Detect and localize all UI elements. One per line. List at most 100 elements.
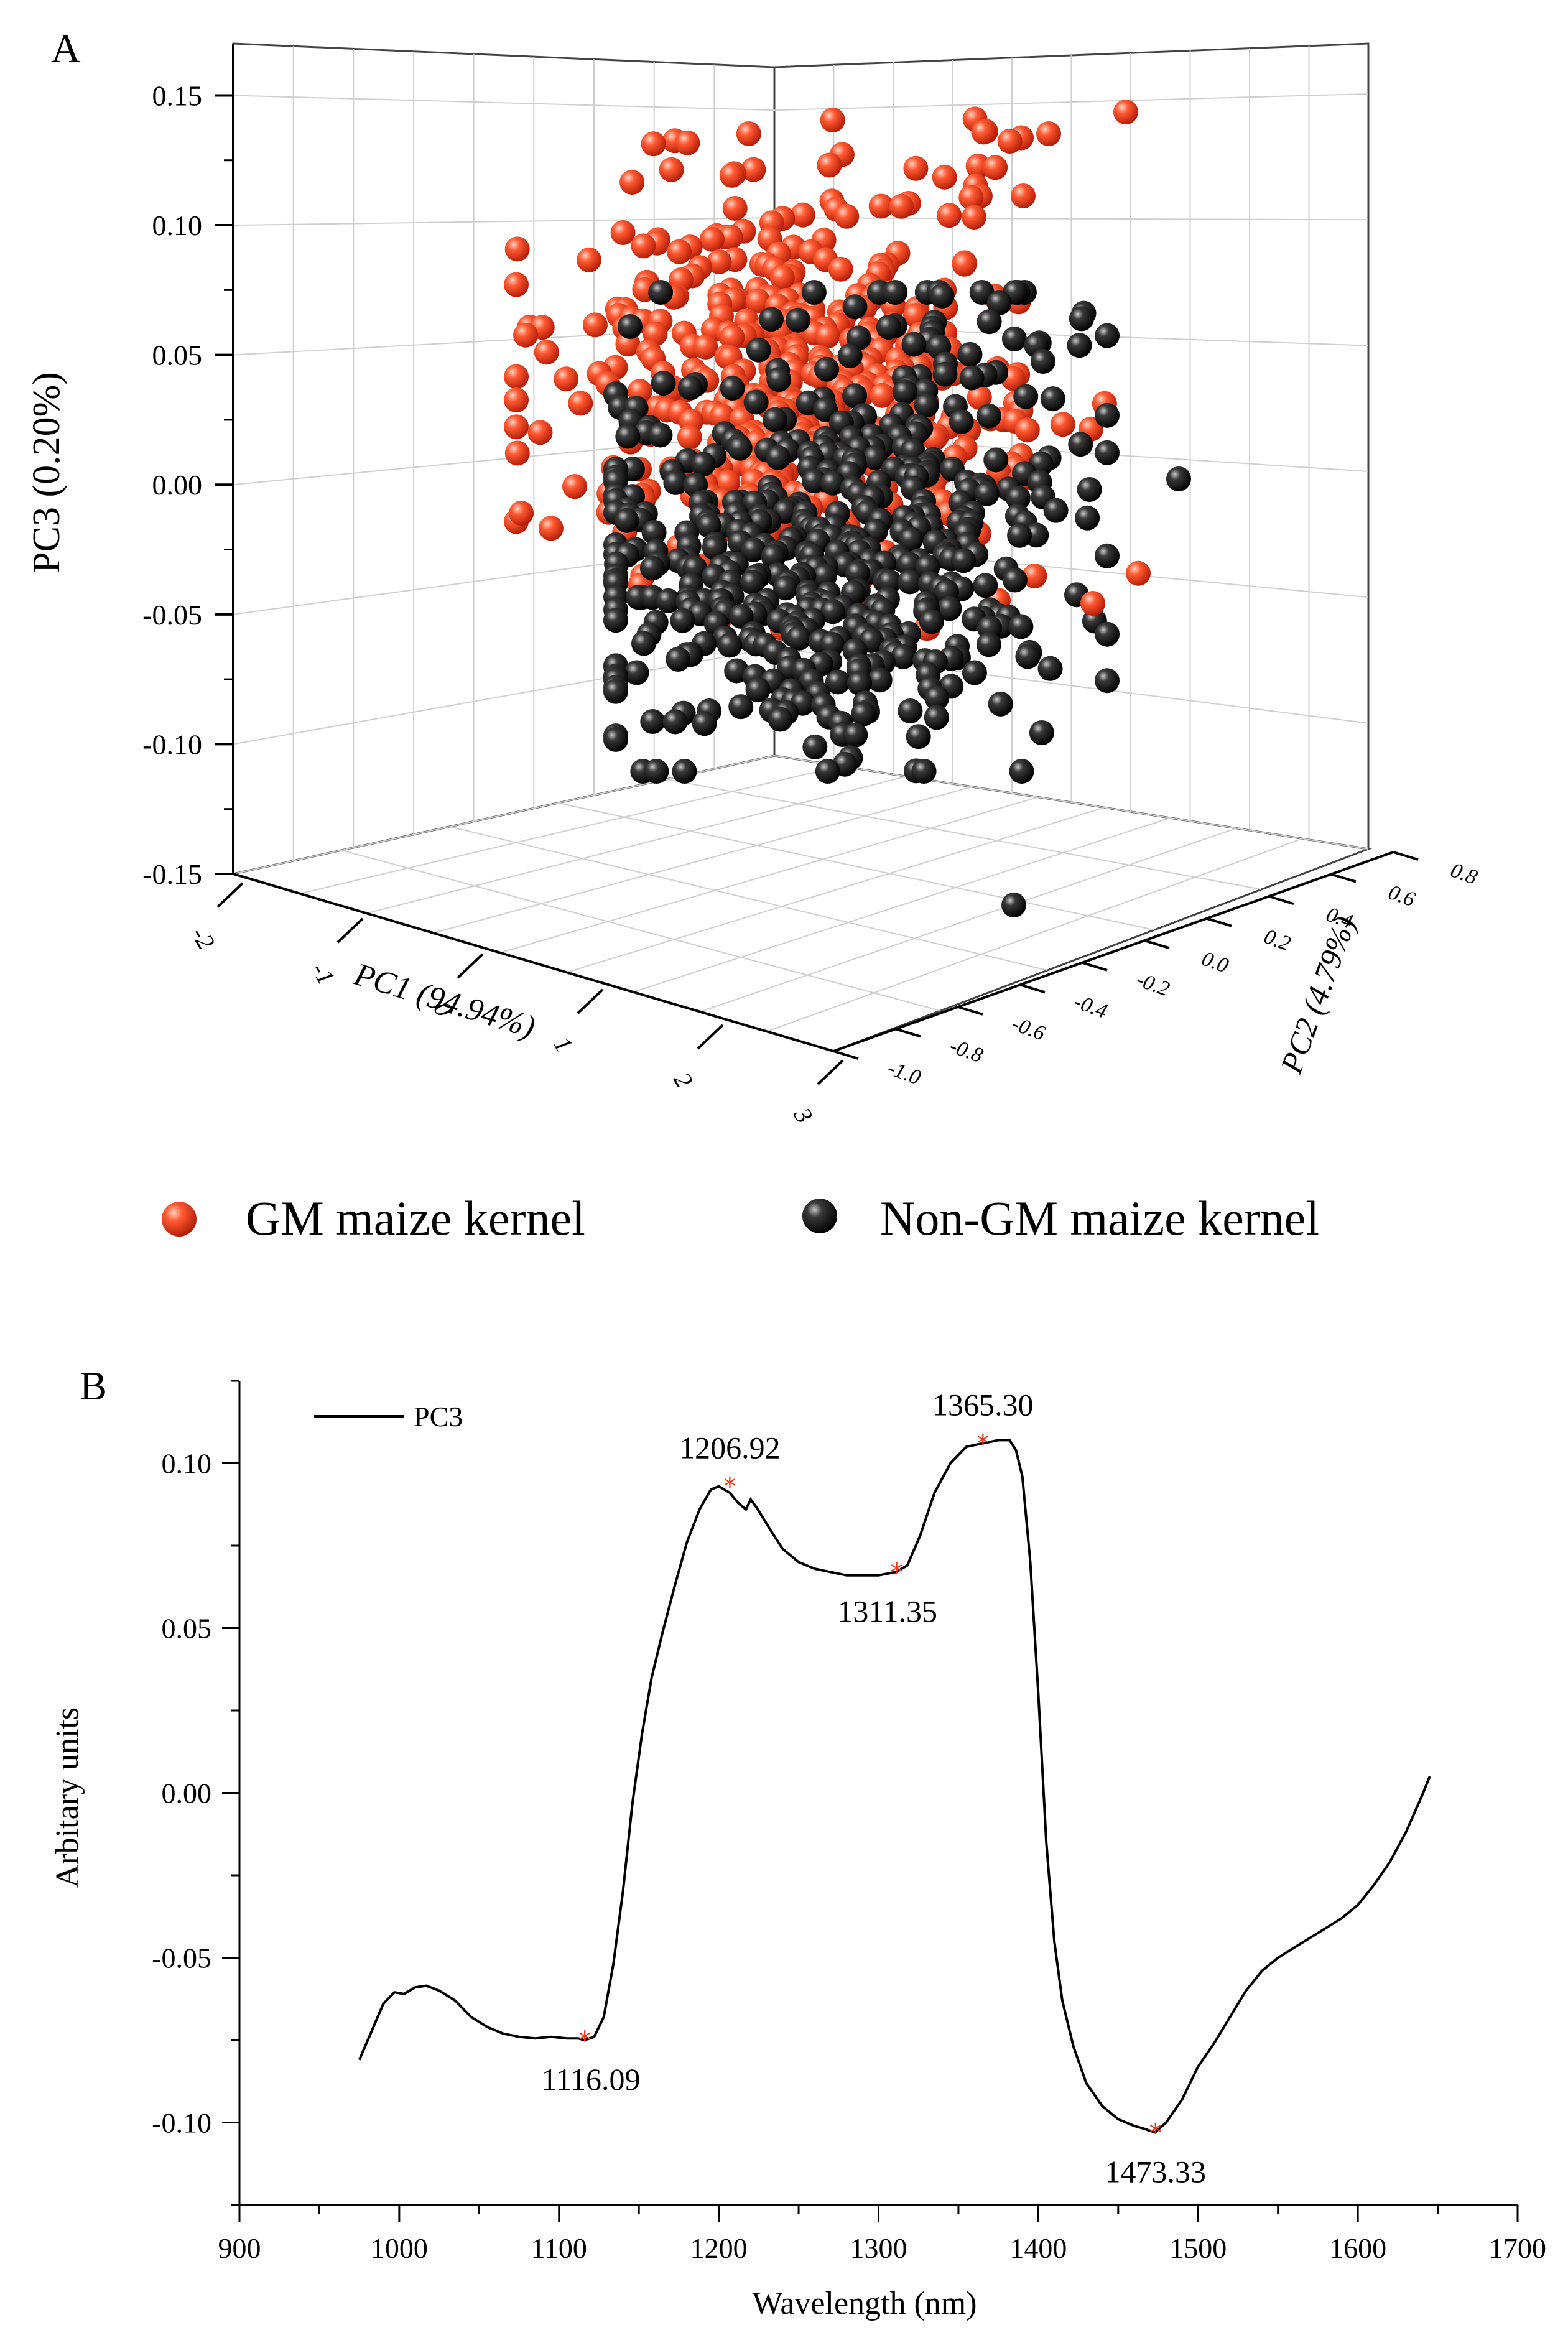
b-y-tick-label: 0.10 [162,1448,212,1480]
x-tick-label: 2 [668,1067,698,1092]
b-y-tick-label: -0.10 [152,2107,211,2139]
z-axis-ticks: -0.15 -0.10 -0.05 0.00 0.05 0.10 0.15 [142,80,233,890]
gm-point [504,272,529,297]
grid-line [774,93,1369,111]
non-gm-point [702,535,727,560]
grid-line [566,807,1105,973]
gm-point [577,247,601,272]
non-gm-point [862,445,888,470]
gm-point [677,424,702,450]
non-gm-point [640,709,666,734]
y-tick-label: 0.0 [1199,947,1232,978]
non-gm-point [651,371,676,396]
non-gm-point [662,709,688,735]
non-gm-point [644,759,669,784]
non-gm-point [717,633,743,658]
gm-point [958,185,984,210]
non-gm-point [1075,505,1100,531]
non-gm-point [1007,522,1032,548]
chart-a-legend: GM maize kernel Non-GM maize kernel [162,1191,1319,1245]
y-tick-label: 0.2 [1261,925,1294,955]
x-tick-label: -1 [306,958,341,990]
non-gm-point [1040,386,1065,412]
non-gm-point [766,367,792,392]
y-tick-mark [1393,851,1419,861]
b-x-ticks: 900 1000 1100 1200 1300 1400 1500 1600 1700 [218,2205,1546,2264]
non-gm-point [690,452,716,477]
non-gm-point [1068,432,1093,457]
non-gm-point [1095,402,1120,428]
non-gm-point [727,435,753,461]
gm-point [834,203,860,229]
z-axis-title: PC3 (0.20%) [26,372,68,573]
non-gm-point [1095,440,1120,465]
gm-point [631,233,656,259]
grid-line [557,802,1155,930]
b-y-axis-title: Arbitary units [50,1707,85,1888]
non-gm-point [929,283,955,309]
x-tick-mark [577,988,604,1014]
non-gm-point [614,508,639,533]
gm-point [513,322,538,348]
non-gm-point [876,315,901,340]
gm-point [983,155,1008,180]
gm-point [504,236,530,262]
gm-point [937,203,962,228]
non-gm-point [768,707,793,732]
series-front-points [504,100,1191,917]
non-gm-point [949,409,974,434]
z-tick-label: -0.15 [142,858,202,890]
non-gm-point [802,468,827,494]
b-x-axis-title: Wavelength (nm) [752,2286,977,2321]
b-x-tick-label: 1700 [1489,2232,1546,2264]
b-x-tick-label: 1200 [690,2232,748,2264]
non-gm-point [677,375,703,401]
gm-point [736,121,761,146]
non-gm-point [603,726,628,752]
peak-marker: * [723,1473,736,1501]
x-axis-line [233,873,834,1052]
non-gm-point [988,691,1013,717]
legend-gm-label: GM maize kernel [246,1191,585,1245]
gm-point [504,414,529,440]
z-tick-label: -0.10 [142,728,202,760]
gm-point [693,334,718,360]
non-gm-point [786,625,812,651]
non-gm-point [773,575,798,601]
non-gm-point [746,337,771,363]
x-axis-title: PC1 (94.94%) [350,957,539,1046]
peak-marker: * [578,2026,591,2055]
non-gm-point [1166,466,1191,491]
non-gm-point [898,527,924,552]
gm-point [641,131,666,157]
non-gm-point [603,608,628,633]
gm-point [504,440,530,466]
non-gm-point [648,280,674,305]
non-gm-point [1029,720,1054,745]
non-gm-point [937,596,962,621]
z-tick-label: 0.00 [152,469,203,501]
y-tick-mark [833,1050,859,1060]
non-gm-point [1095,621,1120,647]
non-gm-point [1005,485,1031,511]
gm-point [962,205,986,230]
non-gm-point [720,376,745,401]
non-gm-point [1077,477,1102,502]
non-gm-point [786,307,810,333]
non-gm-point [842,294,868,320]
x-tick-mark [457,953,484,979]
non-gm-point [820,599,845,624]
gm-point [619,170,645,195]
gm-point [1050,412,1075,437]
peak-label: 1311.35 [837,1594,937,1628]
gm-point [868,193,894,219]
non-gm-point [1013,384,1039,409]
b-legend-label: PC3 [414,1401,463,1432]
gm-point [903,155,929,181]
peak-label: 1116.09 [542,2062,641,2097]
non-gm-point [893,379,918,405]
gm-point [745,289,771,314]
non-gm-point [631,631,656,656]
non-gm-point [851,701,876,726]
non-gm-point [1037,656,1063,681]
